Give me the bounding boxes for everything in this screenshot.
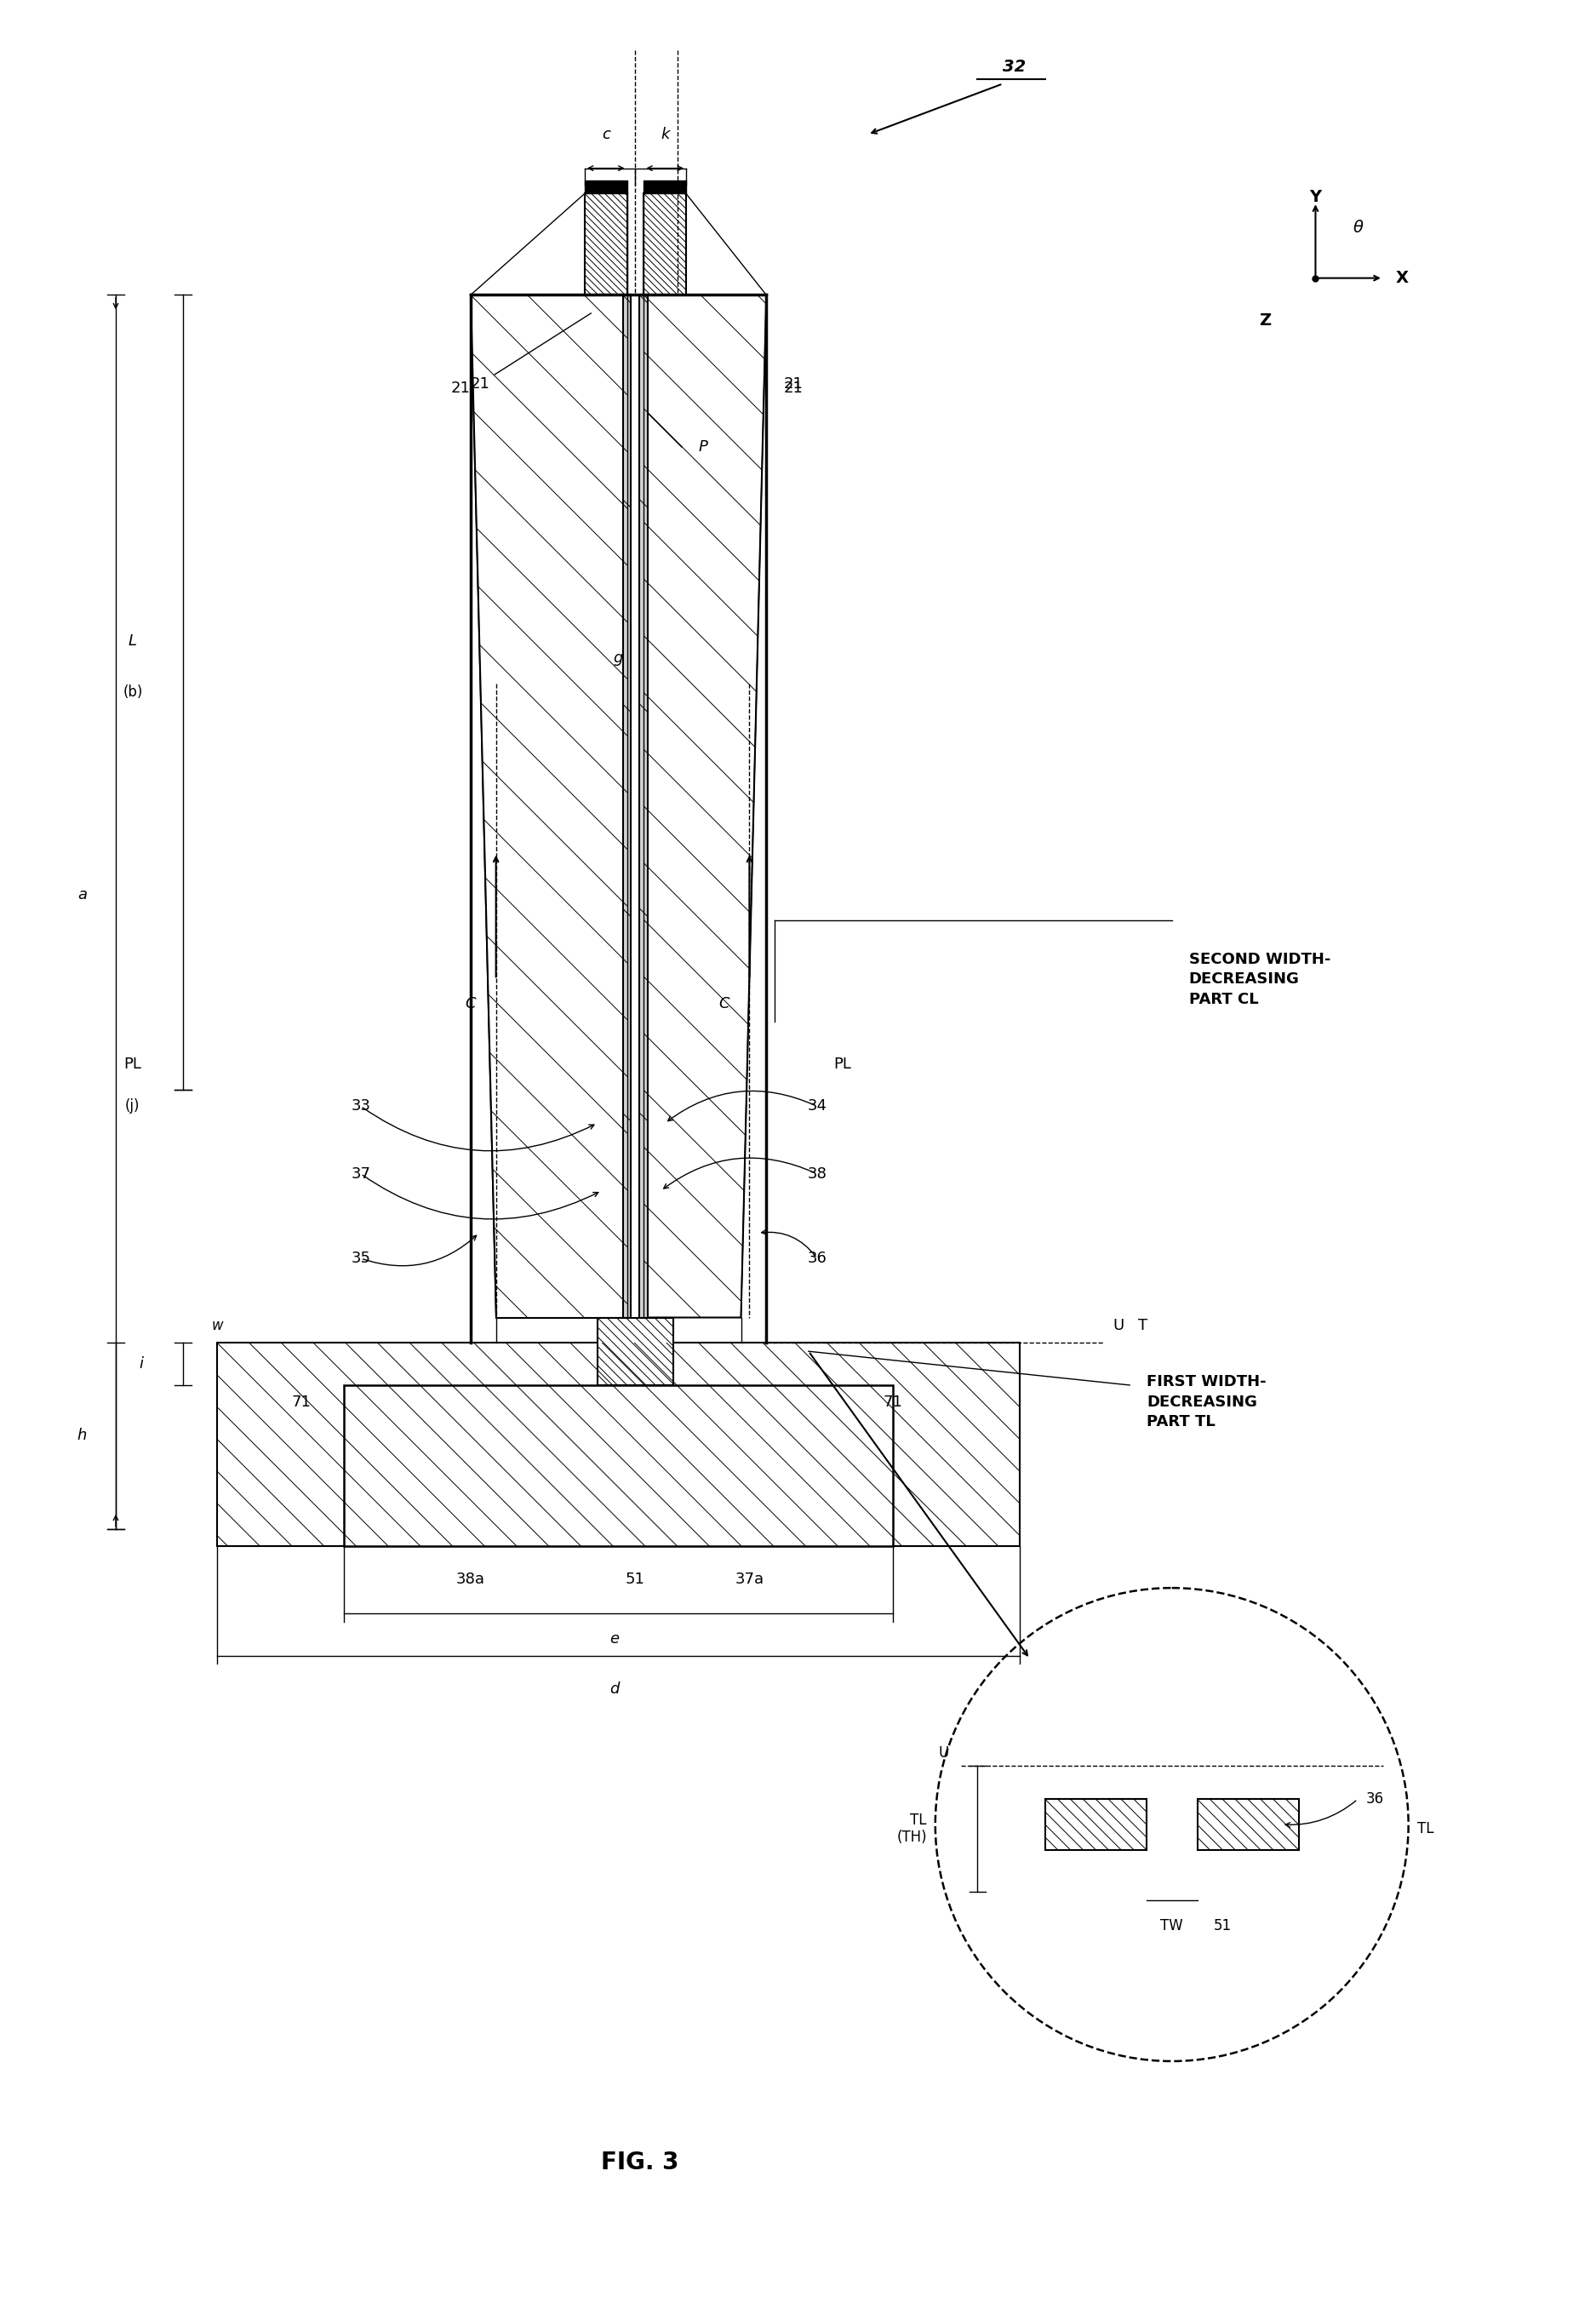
Text: i: i bbox=[139, 1355, 144, 1371]
Text: h: h bbox=[77, 1429, 86, 1443]
Text: 37: 37 bbox=[351, 1167, 370, 1181]
Text: a: a bbox=[77, 887, 86, 903]
Text: 51: 51 bbox=[1213, 1918, 1232, 1934]
Text: 38: 38 bbox=[808, 1167, 827, 1181]
Polygon shape bbox=[471, 294, 627, 1318]
Text: PL: PL bbox=[124, 1057, 142, 1073]
Polygon shape bbox=[584, 193, 627, 294]
Text: 71: 71 bbox=[292, 1394, 311, 1410]
Text: U: U bbox=[938, 1746, 950, 1760]
Text: w: w bbox=[211, 1318, 223, 1335]
Text: 21: 21 bbox=[784, 377, 803, 390]
Text: k: k bbox=[661, 126, 669, 142]
Text: 32: 32 bbox=[1002, 60, 1026, 76]
Text: (b): (b) bbox=[123, 685, 142, 701]
Text: 38a: 38a bbox=[456, 1571, 485, 1587]
Text: Z: Z bbox=[1259, 312, 1270, 328]
Text: TL: TL bbox=[1417, 1822, 1433, 1835]
Text: Y: Y bbox=[1309, 188, 1321, 204]
Text: TL
(TH): TL (TH) bbox=[897, 1812, 927, 1844]
Text: C: C bbox=[718, 997, 729, 1011]
Polygon shape bbox=[1197, 1799, 1299, 1849]
Text: 36: 36 bbox=[1366, 1792, 1384, 1808]
Polygon shape bbox=[622, 294, 630, 1318]
Polygon shape bbox=[643, 193, 686, 294]
Polygon shape bbox=[597, 1318, 674, 1385]
Text: d: d bbox=[610, 1681, 619, 1697]
Text: SECOND WIDTH-
DECREASING
PART CL: SECOND WIDTH- DECREASING PART CL bbox=[1189, 951, 1331, 1008]
Text: 21: 21 bbox=[784, 381, 803, 395]
Polygon shape bbox=[217, 1344, 1020, 1546]
Text: 21: 21 bbox=[452, 381, 471, 395]
Text: FIRST WIDTH-
DECREASING
PART TL: FIRST WIDTH- DECREASING PART TL bbox=[1146, 1374, 1266, 1429]
Text: c: c bbox=[602, 126, 610, 142]
Text: C: C bbox=[464, 997, 476, 1011]
Polygon shape bbox=[643, 294, 766, 1318]
Text: 37a: 37a bbox=[734, 1571, 764, 1587]
Text: L: L bbox=[128, 634, 137, 650]
Text: g: g bbox=[613, 650, 624, 666]
Text: 51: 51 bbox=[626, 1571, 645, 1587]
Text: T: T bbox=[1138, 1318, 1148, 1335]
Bar bbox=[343, 1385, 894, 1546]
Text: P: P bbox=[699, 439, 709, 455]
Text: 71: 71 bbox=[883, 1394, 903, 1410]
Text: FIG. 3: FIG. 3 bbox=[600, 2150, 678, 2175]
Text: 21: 21 bbox=[471, 312, 591, 390]
Text: PL: PL bbox=[833, 1057, 852, 1073]
Text: 35: 35 bbox=[351, 1250, 370, 1266]
Text: 34: 34 bbox=[808, 1098, 827, 1114]
Text: θ: θ bbox=[1353, 218, 1363, 237]
Text: U: U bbox=[1112, 1318, 1124, 1335]
Text: 36: 36 bbox=[808, 1250, 827, 1266]
Text: e: e bbox=[610, 1631, 619, 1647]
Text: TW: TW bbox=[1160, 1918, 1183, 1934]
Text: (j): (j) bbox=[124, 1098, 140, 1114]
Polygon shape bbox=[640, 294, 648, 1318]
Text: 33: 33 bbox=[351, 1098, 370, 1114]
Polygon shape bbox=[1045, 1799, 1146, 1849]
Text: X: X bbox=[1396, 271, 1409, 287]
